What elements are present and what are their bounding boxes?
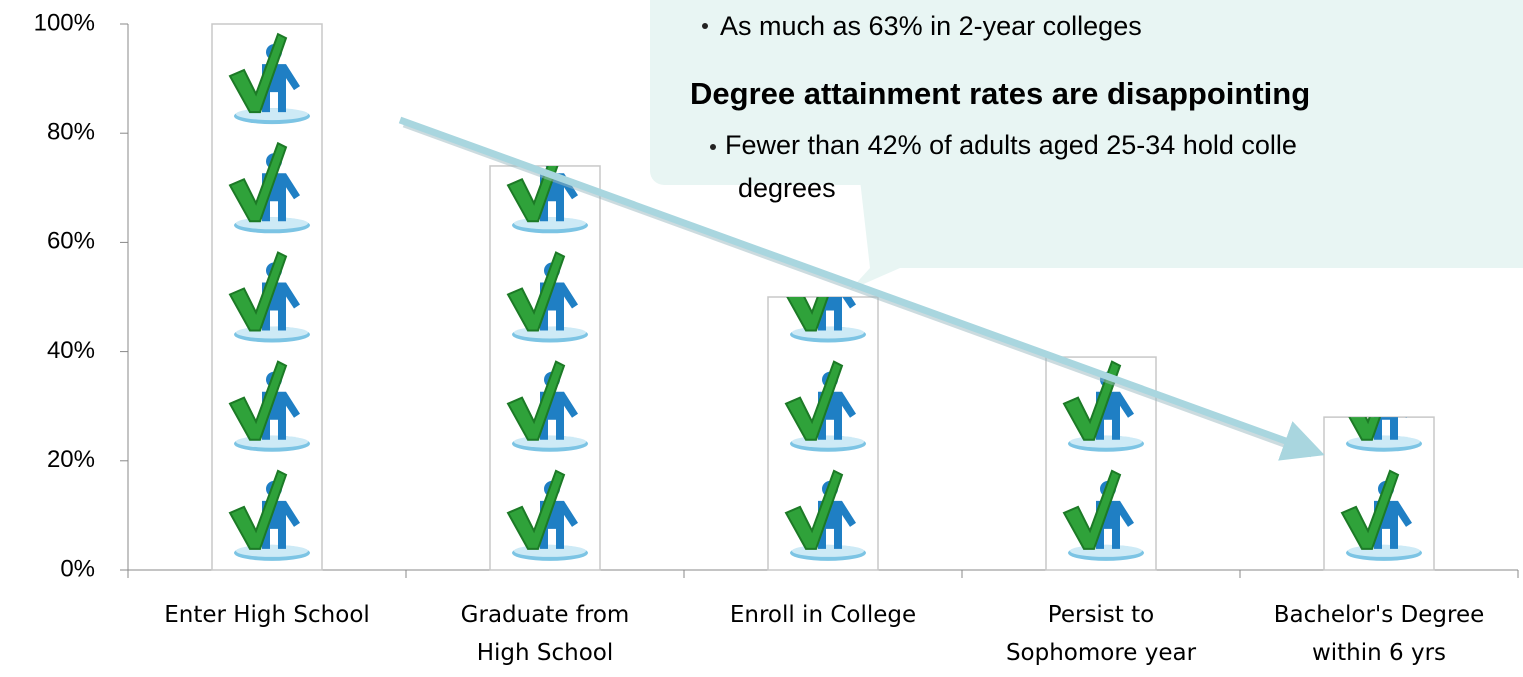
y-tick-label: 60% bbox=[47, 228, 95, 255]
y-tick-label: 80% bbox=[47, 119, 95, 146]
callout-text: degrees bbox=[738, 173, 836, 203]
y-tick-label: 100% bbox=[34, 9, 95, 36]
x-tick-label: Enroll in College bbox=[729, 602, 917, 628]
y-tick-label: 40% bbox=[47, 337, 95, 364]
callout-bullet: As much as 63% in 2-year colleges bbox=[720, 11, 1142, 41]
y-tick-label: 0% bbox=[60, 555, 95, 582]
x-tick-label: Graduate from High School bbox=[460, 602, 630, 666]
icon bbox=[230, 0, 310, 15]
callout-heading: Degree attainment rates are disappointin… bbox=[690, 76, 1310, 111]
trend-arrow bbox=[398, 116, 1325, 461]
x-tick-label: Persist to Sophomore year bbox=[1005, 602, 1197, 666]
x-tick-label: Bachelor's Degree within 6 yrs bbox=[1273, 602, 1485, 666]
y-tick-label: 20% bbox=[47, 446, 95, 473]
x-tick-label: Enter High School bbox=[164, 602, 370, 628]
callout-text: Fewer than 42% of adults aged 25-34 hold… bbox=[725, 130, 1297, 160]
callout: As much as 63% in 2-year colleges Degree… bbox=[650, 0, 1523, 290]
